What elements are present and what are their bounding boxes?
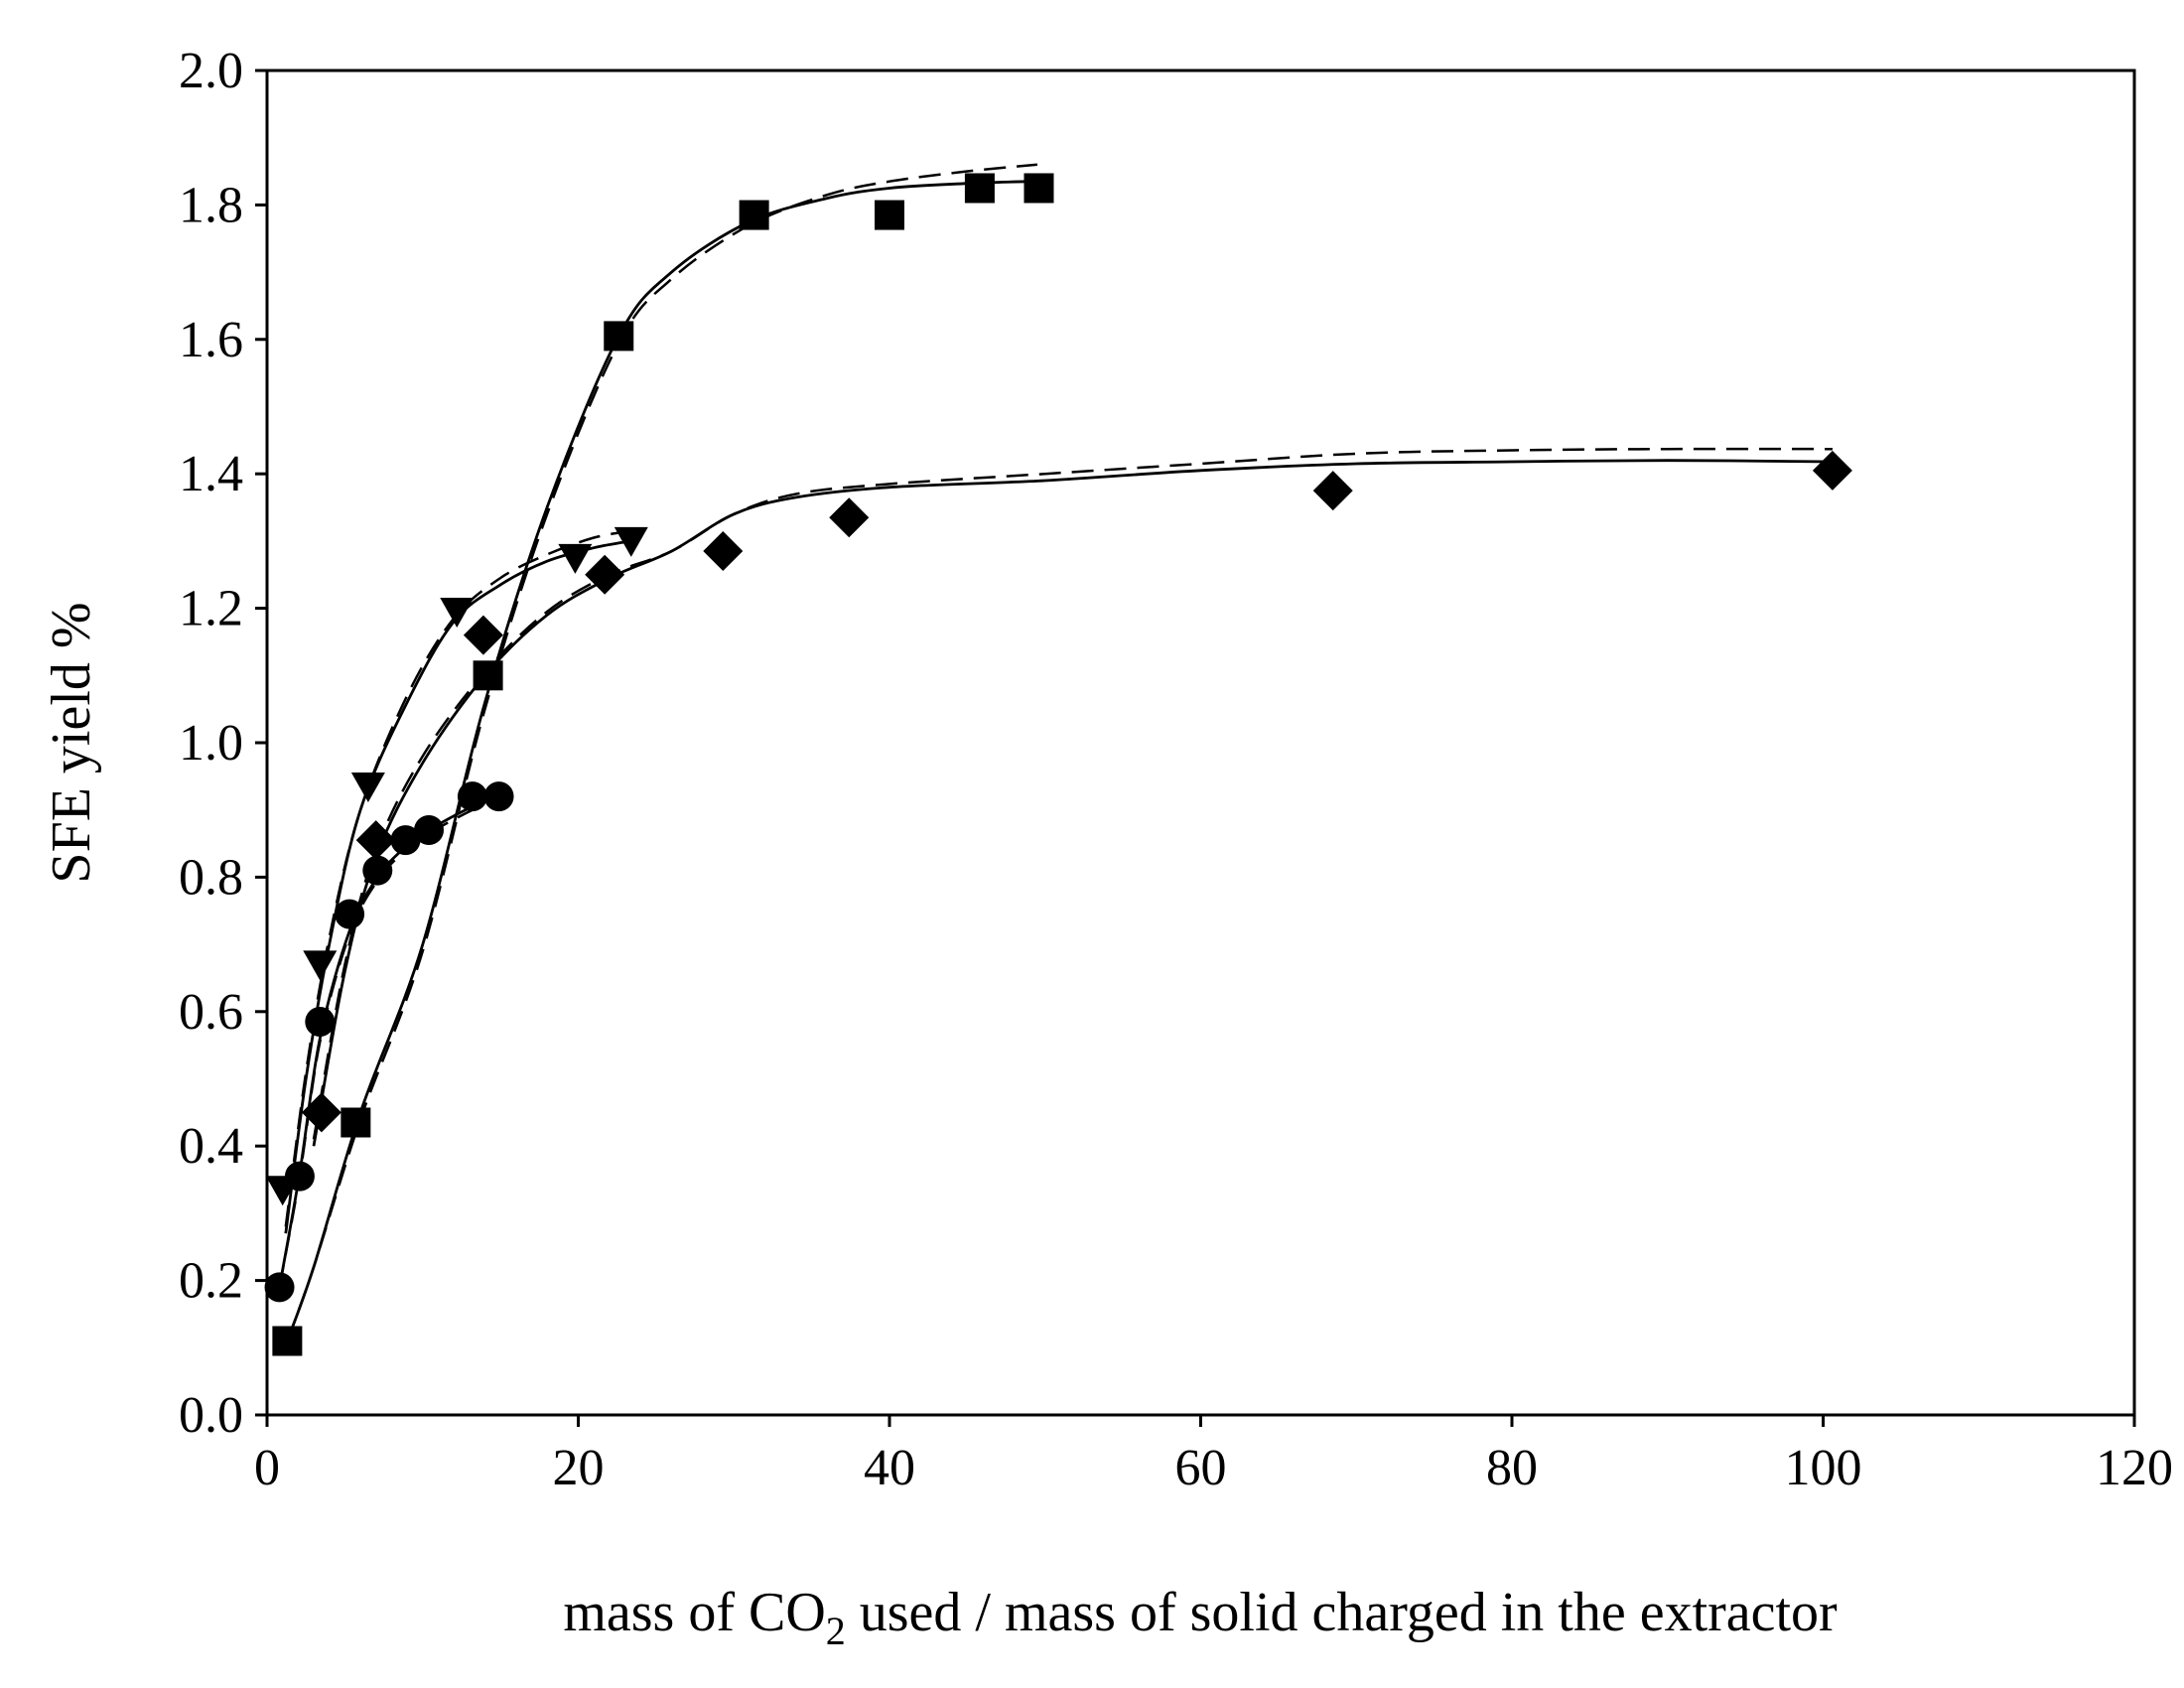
circles-data-point bbox=[284, 1161, 315, 1192]
x-axis-ticks: 0 20 40 60 80 100 120 bbox=[254, 1415, 2173, 1496]
x-tick-label: 100 bbox=[1785, 1440, 1862, 1496]
x-axis-title-part1: mass of CO bbox=[563, 1582, 825, 1643]
x-tick-label: 20 bbox=[553, 1440, 605, 1496]
data-markers bbox=[264, 173, 1852, 1356]
y-axis-ticks: 0.0 0.2 0.4 0.6 0.8 1.0 1.2 1.4 1.6 1.8 2.0 bbox=[179, 43, 267, 1444]
diamonds-data-point bbox=[703, 531, 744, 572]
squares-data-point bbox=[341, 1107, 371, 1138]
y-tick-label: 0.4 bbox=[179, 1118, 243, 1175]
plot-frame bbox=[265, 69, 2136, 1417]
down-triangles-data-point bbox=[558, 543, 593, 574]
squares-data-point bbox=[739, 200, 769, 230]
model-curves bbox=[278, 163, 1833, 1341]
y-tick-label: 0.6 bbox=[179, 984, 243, 1041]
circles-data-point bbox=[362, 855, 393, 886]
squares-data-point bbox=[473, 660, 503, 691]
diamonds-data-point bbox=[829, 497, 870, 538]
x-tick-label: 0 bbox=[254, 1440, 280, 1496]
x-tick-label: 80 bbox=[1486, 1440, 1538, 1496]
x-axis-title: mass of CO2 used / mass of solid charged… bbox=[563, 1582, 1838, 1653]
squares-data-point bbox=[875, 200, 904, 230]
circles-data-point bbox=[483, 781, 514, 812]
down-triangles-data-point bbox=[440, 597, 475, 628]
x-tick-label: 40 bbox=[864, 1440, 915, 1496]
circles-data-point bbox=[390, 825, 421, 856]
y-tick-label: 0.2 bbox=[179, 1253, 243, 1310]
squares-data-point bbox=[1024, 173, 1054, 204]
y-tick-label: 0.0 bbox=[179, 1387, 243, 1444]
squares-data-point bbox=[964, 173, 995, 204]
diamonds-data-point bbox=[355, 820, 396, 861]
circles-data-point bbox=[335, 899, 365, 929]
x-tick-label: 120 bbox=[2096, 1440, 2173, 1496]
diamonds-data-point bbox=[1812, 450, 1852, 491]
circles-model-dashed-line bbox=[278, 798, 500, 1288]
circles-data-point bbox=[264, 1272, 295, 1303]
x-tick-label: 60 bbox=[1175, 1440, 1227, 1496]
down-triangles-data-point bbox=[350, 773, 385, 803]
down-triangles-model-dashed-line bbox=[284, 529, 632, 1227]
x-axis-title-part2: used / mass of solid charged in the extr… bbox=[846, 1582, 1838, 1643]
y-tick-label: 1.4 bbox=[179, 446, 243, 502]
down-triangles-model-solid-line bbox=[284, 539, 632, 1234]
diamonds-data-point bbox=[585, 554, 625, 595]
diamonds-data-point bbox=[301, 1092, 341, 1133]
y-tick-label: 2.0 bbox=[179, 43, 243, 99]
down-triangles-data-point bbox=[614, 526, 648, 557]
diamonds-model-dashed-line bbox=[312, 447, 1833, 1140]
diamonds-data-point bbox=[1312, 471, 1353, 511]
circles-data-point bbox=[414, 815, 445, 846]
y-tick-label: 1.6 bbox=[179, 312, 243, 368]
diamonds-model-solid-line bbox=[312, 459, 1833, 1147]
y-tick-label: 1.2 bbox=[179, 581, 243, 637]
squares-data-point bbox=[604, 321, 634, 352]
down-triangles-data-point bbox=[303, 950, 338, 981]
squares-model-dashed-line bbox=[286, 163, 1038, 1341]
y-axis-title: SFE yield % bbox=[41, 602, 102, 883]
y-tick-label: 1.0 bbox=[179, 715, 243, 772]
circles-data-point bbox=[457, 781, 487, 812]
squares-model-solid-line bbox=[286, 180, 1030, 1341]
squares-data-point bbox=[272, 1326, 303, 1356]
y-tick-label: 0.8 bbox=[179, 849, 243, 906]
circles-data-point bbox=[305, 1006, 336, 1037]
x-axis-title-subscript: 2 bbox=[826, 1609, 846, 1653]
y-tick-label: 1.8 bbox=[179, 177, 243, 233]
diamonds-data-point bbox=[463, 615, 503, 655]
